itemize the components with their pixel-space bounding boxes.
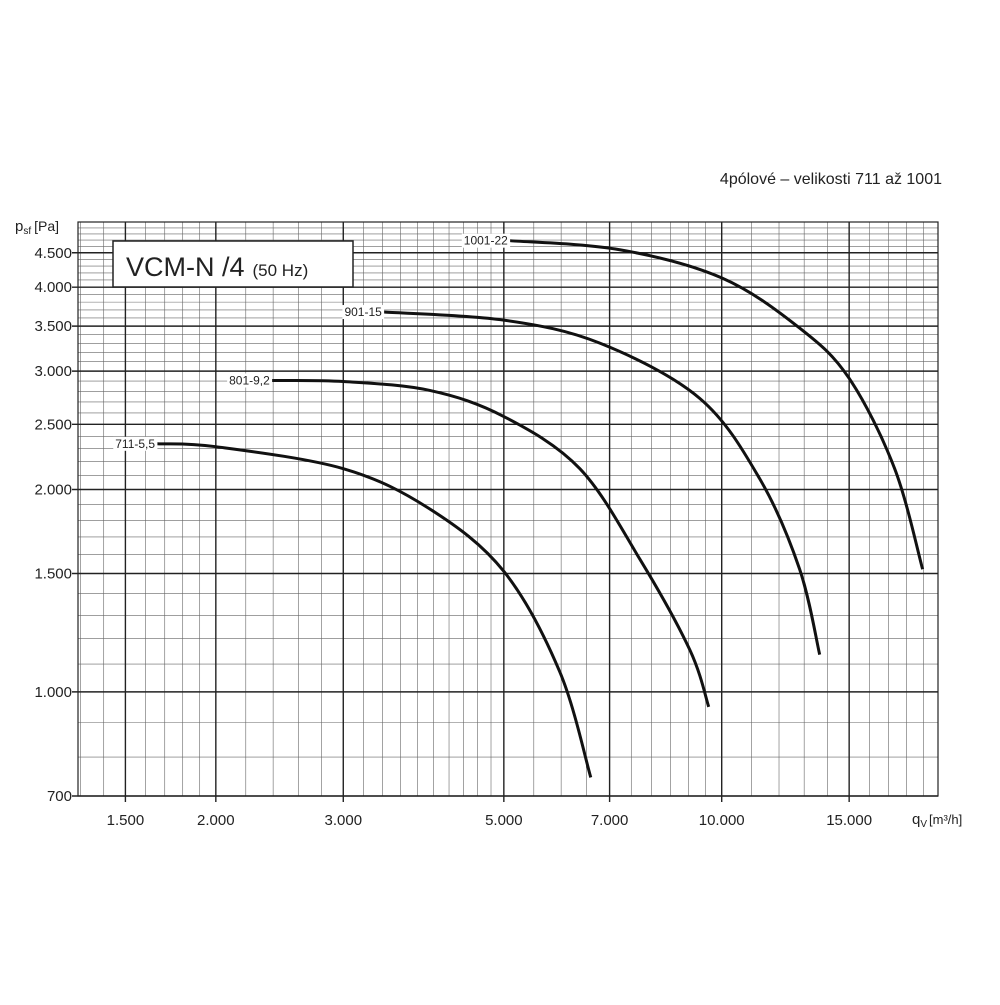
title-box [112, 240, 354, 288]
title-main: VCM-N /4 [126, 252, 245, 282]
y-tick-label: 2.500 [34, 416, 72, 433]
curve-label-bg [113, 436, 158, 451]
x-label-subscript: V [920, 819, 927, 830]
x-tick-label: 1.500 [107, 812, 145, 829]
y-tick-label: 3.500 [34, 318, 72, 335]
title: VCM-N /4 (50 Hz) [126, 252, 308, 282]
title-sub: (50 Hz) [253, 261, 309, 280]
y-tick-label: 1.000 [34, 684, 72, 701]
plot-frame [77, 221, 939, 797]
curve [157, 442, 593, 778]
x-tick-label: 10.000 [699, 812, 745, 829]
y-tick-label: 3.000 [34, 363, 72, 380]
curve-label: 1001-22 [464, 234, 508, 248]
x-label-symbol: q [912, 811, 920, 828]
y-label-unit: [Pa] [34, 218, 59, 234]
y-tick-label: 4.000 [34, 279, 72, 296]
x-tick-label: 15.000 [826, 812, 872, 829]
caption: 4pólové – velikosti 711 až 1001 [720, 171, 942, 188]
curve-label: 711-5,5 [115, 437, 155, 451]
curve [383, 310, 822, 655]
y-tick-label: 700 [47, 788, 72, 805]
x-tick-label: 2.000 [197, 812, 235, 829]
curve-label: 801-9,2 [229, 374, 270, 388]
y-tick-label: 1.500 [34, 565, 72, 582]
curve [509, 239, 925, 570]
y-tick-label: 4.500 [34, 245, 72, 262]
curve-label: 901-15 [344, 305, 382, 319]
x-tick-label: 5.000 [485, 812, 523, 829]
curve-label-bg [227, 373, 273, 388]
y-label-subscript: sf [23, 226, 31, 237]
y-tick-label: 2.000 [34, 482, 72, 499]
curve [271, 378, 711, 708]
x-label-unit: [m³/h] [929, 812, 962, 827]
x-axis-label: qV [m³/h] [912, 811, 962, 830]
x-tick-label: 3.000 [325, 812, 363, 829]
curve-label-bg [461, 233, 511, 248]
curve-label-bg [342, 305, 385, 320]
y-label-symbol: p [15, 218, 23, 235]
x-tick-label: 7.000 [591, 812, 629, 829]
y-axis-label: psf [Pa] [15, 218, 59, 237]
